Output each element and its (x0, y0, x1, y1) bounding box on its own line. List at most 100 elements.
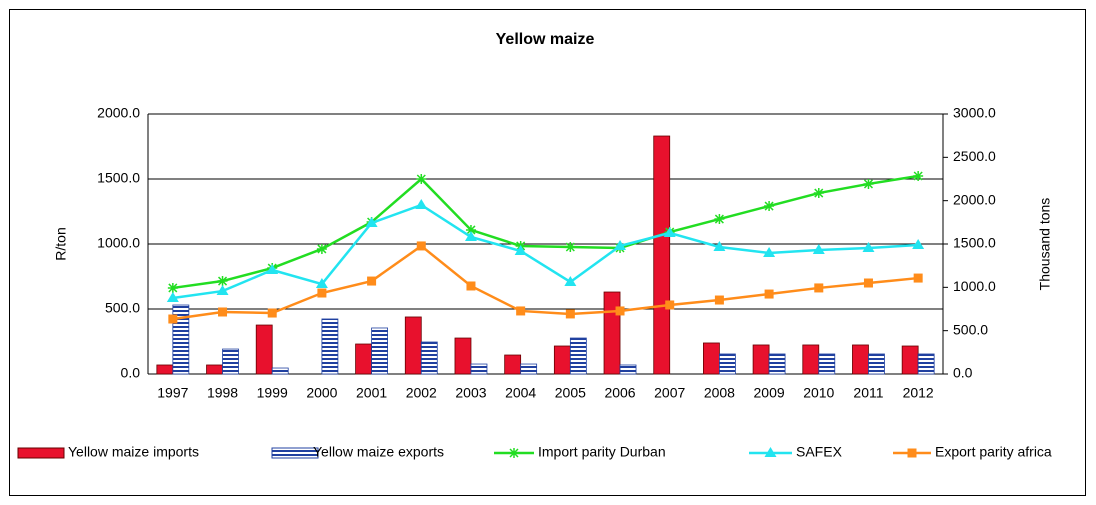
y2-tick-label: 2500.0 (953, 148, 996, 164)
y2-axis-label: Thousand tons (1037, 198, 1053, 291)
marker (913, 273, 923, 283)
marker (167, 282, 178, 293)
x-tick-label: 2000 (306, 385, 337, 401)
x-tick-label: 2008 (704, 385, 735, 401)
marker (315, 278, 328, 289)
legend-swatch (271, 447, 319, 459)
bar (802, 344, 820, 375)
bar (371, 327, 388, 375)
bar (901, 345, 919, 375)
marker (713, 240, 726, 251)
bar (752, 344, 770, 375)
bar (852, 344, 869, 375)
y-tick-label: 1000.0 (97, 235, 140, 251)
marker (714, 214, 725, 225)
bar (553, 345, 571, 375)
marker (663, 226, 676, 237)
legend-label: Export parity africa (935, 444, 1052, 460)
x-tick-label: 2001 (356, 385, 387, 401)
bar (355, 343, 372, 375)
bar (768, 353, 786, 375)
x-tick-label: 1997 (157, 385, 188, 401)
marker (862, 242, 875, 253)
marker (166, 291, 179, 302)
bar (222, 348, 239, 375)
bar (420, 341, 438, 375)
marker (665, 300, 675, 310)
x-tick-label: 1999 (257, 385, 288, 401)
legend-label: Yellow maize exports (313, 444, 444, 460)
legend-swatch (17, 447, 65, 459)
marker (863, 178, 874, 189)
marker (564, 275, 577, 286)
bar (868, 353, 885, 375)
bar (603, 291, 621, 375)
marker (465, 224, 476, 235)
legend-marker (764, 447, 777, 457)
line (172, 244, 919, 321)
marker (615, 306, 625, 316)
marker (267, 308, 277, 318)
x-tick-label: 2007 (654, 385, 685, 401)
chart-title: Yellow maize (496, 31, 595, 48)
x-tick-label: 2012 (903, 385, 934, 401)
x-tick-label: 2005 (555, 385, 586, 401)
marker (218, 307, 228, 317)
bar (470, 363, 488, 375)
marker (415, 199, 428, 209)
marker (565, 241, 576, 252)
line (172, 174, 919, 290)
bar (917, 353, 935, 375)
marker (466, 281, 476, 291)
x-tick-label: 2011 (853, 385, 883, 401)
x-tick-label: 2009 (754, 385, 785, 401)
bar (271, 367, 289, 375)
legend-label: SAFEX (796, 444, 843, 460)
bar (404, 316, 422, 375)
marker (168, 314, 178, 324)
marker (514, 245, 527, 256)
x-tick-label: 2010 (803, 385, 834, 401)
marker (814, 283, 824, 293)
bar (653, 135, 671, 375)
marker (714, 295, 724, 305)
marker (266, 264, 279, 274)
marker (217, 276, 228, 287)
x-tick-label: 2006 (604, 385, 635, 401)
legend-marker (907, 448, 917, 458)
bar (569, 337, 587, 375)
marker (813, 188, 824, 199)
y2-tick-label: 1500.0 (953, 235, 996, 251)
marker (763, 246, 776, 257)
marker (216, 285, 229, 296)
marker (764, 201, 775, 212)
bar (321, 318, 339, 375)
bar (206, 364, 223, 375)
y-axis-label: R/ton (53, 227, 69, 260)
marker (365, 216, 378, 227)
y2-tick-label: 2000.0 (953, 191, 996, 207)
line (172, 203, 919, 300)
marker (614, 239, 627, 250)
y-tick-label: 1500.0 (97, 170, 140, 186)
marker (912, 239, 925, 250)
marker (565, 309, 575, 319)
y2-tick-label: 0.0 (953, 365, 973, 381)
bar (504, 354, 522, 375)
bar (454, 337, 472, 375)
legend-marker (509, 448, 519, 458)
bar (818, 353, 836, 375)
y-tick-label: 0.0 (121, 365, 141, 381)
marker (812, 243, 825, 254)
marker (317, 288, 327, 298)
x-tick-label: 2004 (505, 385, 536, 401)
bar (255, 324, 273, 375)
bar (520, 363, 538, 375)
y-tick-label: 500.0 (105, 300, 140, 316)
marker (913, 171, 924, 182)
x-tick-label: 2003 (455, 385, 486, 401)
marker (464, 230, 477, 241)
marker (416, 174, 427, 184)
marker (516, 306, 526, 316)
